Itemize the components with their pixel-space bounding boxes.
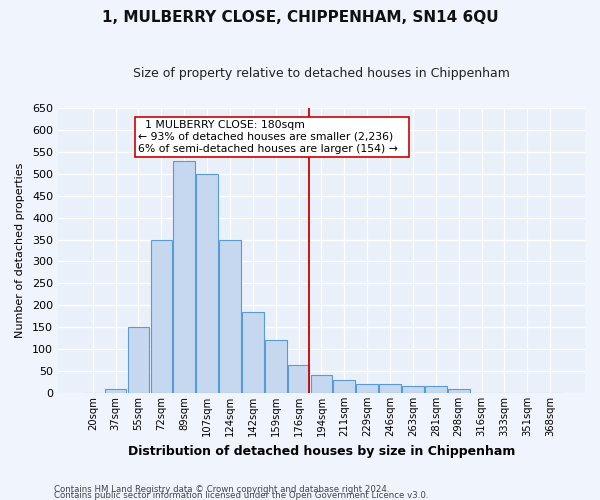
Bar	[219, 240, 241, 393]
Bar	[402, 386, 424, 393]
Bar	[311, 376, 332, 393]
Bar	[128, 328, 149, 393]
Text: 1 MULBERRY CLOSE: 180sqm
← 93% of detached houses are smaller (2,236)
6% of semi: 1 MULBERRY CLOSE: 180sqm ← 93% of detach…	[139, 120, 406, 154]
X-axis label: Distribution of detached houses by size in Chippenham: Distribution of detached houses by size …	[128, 444, 515, 458]
Y-axis label: Number of detached properties: Number of detached properties	[15, 163, 25, 338]
Bar	[242, 312, 264, 393]
Bar	[196, 174, 218, 393]
Bar	[265, 340, 287, 393]
Bar	[334, 380, 355, 393]
Bar	[448, 388, 470, 393]
Text: Contains public sector information licensed under the Open Government Licence v3: Contains public sector information licen…	[54, 491, 428, 500]
Bar	[173, 160, 195, 393]
Bar	[151, 240, 172, 393]
Bar	[288, 364, 310, 393]
Text: Contains HM Land Registry data © Crown copyright and database right 2024.: Contains HM Land Registry data © Crown c…	[54, 485, 389, 494]
Bar	[425, 386, 446, 393]
Title: Size of property relative to detached houses in Chippenham: Size of property relative to detached ho…	[133, 68, 510, 80]
Bar	[356, 384, 378, 393]
Bar	[379, 384, 401, 393]
Bar	[105, 388, 127, 393]
Text: 1, MULBERRY CLOSE, CHIPPENHAM, SN14 6QU: 1, MULBERRY CLOSE, CHIPPENHAM, SN14 6QU	[101, 10, 499, 25]
